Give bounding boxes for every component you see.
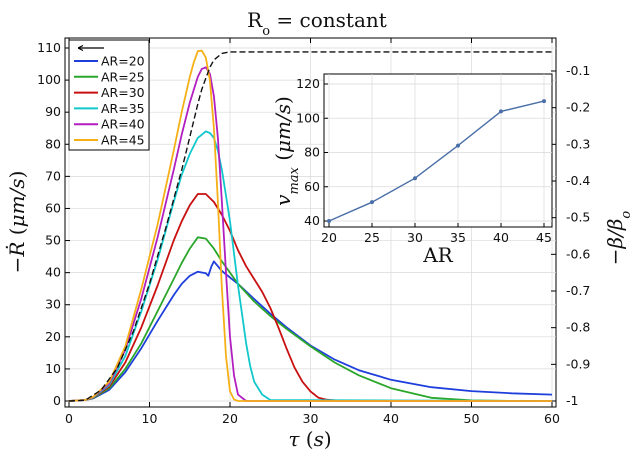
x-tick-label: 30 (303, 411, 319, 426)
inset-x-tick-label: 45 (536, 230, 552, 245)
inset-series (327, 99, 546, 223)
x-tick-label: 0 (65, 411, 73, 426)
inset-x-tick-label: 20 (321, 230, 337, 245)
x-tick-label: 40 (383, 411, 399, 426)
main-x-ticks: 0 10 20 30 40 50 60 (65, 38, 560, 426)
y-tick-label: 110 (37, 40, 61, 55)
y2-tick-label: -0.6 (566, 246, 590, 261)
y2-tick-label: -0.3 (566, 136, 590, 151)
x-axis-label: τ (s) (288, 427, 331, 451)
y-tick-label: 90 (45, 104, 61, 119)
legend-label: AR=30 (101, 85, 145, 100)
inset-y-tick-label: 100 (296, 110, 320, 125)
y2-tick-label: -0.2 (566, 100, 590, 115)
y-tick-label: 0 (53, 393, 61, 408)
y2-tick-label: -0.9 (566, 356, 590, 371)
x-tick-label: 10 (142, 411, 158, 426)
inset-data-point (370, 200, 374, 205)
inset-data-point (327, 219, 331, 223)
main-grid (65, 38, 556, 407)
y-tick-label: 60 (45, 200, 61, 215)
x-tick-label: 50 (464, 411, 480, 426)
inset-y-tick-label: 120 (296, 76, 320, 91)
y-tick-label: 70 (45, 168, 61, 183)
main-y2-ticks: -1 -0.9 -0.8 -0.7 -0.6 -0.5 -0.4 -0.3 -0.2 -0.1 (551, 63, 590, 408)
y2-tick-label: -0.4 (566, 173, 590, 188)
y2-tick-label: -0.8 (566, 320, 590, 335)
y-tick-label: 100 (37, 72, 61, 87)
legend-label: AR=45 (101, 133, 145, 148)
legend-label: AR=20 (101, 54, 145, 69)
series-line-ar30 (68, 193, 552, 402)
inset-y-tick-label: 60 (304, 179, 320, 194)
inset-data-point (456, 143, 460, 148)
legend-arrow-head (77, 44, 84, 52)
y-axis-label: −Ṙ (μm/s) (5, 171, 29, 274)
chart-title: Ro = constant (247, 8, 387, 39)
y-tick-label: 10 (45, 361, 61, 376)
y2-tick-label: -0.1 (566, 63, 590, 78)
legend-box (68, 39, 150, 151)
y2-tick-label: -0.7 (566, 283, 590, 298)
legend-label: AR=25 (101, 69, 145, 84)
y-tick-label: 80 (45, 136, 61, 151)
inset-grid (324, 74, 552, 227)
inset-x-tick-label: 35 (450, 230, 466, 245)
series-line-ar45 (68, 49, 552, 402)
inset-x-tick-label: 40 (493, 230, 509, 245)
y2-tick-label: -1 (566, 393, 578, 408)
inset-x-axis-label: AR (422, 243, 453, 267)
inset-data-point (542, 99, 546, 104)
y2-axis-label: −β/βo (603, 211, 634, 266)
y2-tick-label: -0.5 (566, 210, 590, 225)
legend-label: AR=35 (101, 101, 145, 116)
inset-series-line (328, 100, 545, 222)
y-tick-label: 40 (45, 265, 61, 280)
inset-y-axis-label: vmax (μm/s) (271, 96, 302, 206)
inset-y-ticks: 40 60 80 100 120 (296, 76, 328, 228)
legend-label: AR=40 (101, 117, 145, 132)
inset-y-tick-label: 40 (304, 213, 320, 228)
inset-data-point (499, 109, 503, 114)
x-tick-label: 20 (222, 411, 238, 426)
main-series (68, 49, 553, 402)
inset-x-tick-label: 25 (364, 230, 380, 245)
inset-chart: 20 25 30 35 40 45 40 60 80 100 120 AR vmax (μm/s) (271, 73, 553, 267)
series-line-ar20 (68, 260, 553, 402)
inset-x-ticks: 20 25 30 35 40 45 (321, 223, 552, 245)
series-line-ar25 (68, 236, 552, 402)
main-y-ticks: 0 10 20 30 40 50 60 70 80 90 100 110 (37, 40, 70, 408)
y-tick-label: 30 (45, 297, 61, 312)
inset-data-point (413, 176, 417, 181)
inset-frame (323, 73, 553, 228)
y-tick-label: 20 (45, 329, 61, 344)
inset-y-tick-label: 80 (304, 145, 320, 160)
y-tick-label: 50 (45, 233, 61, 248)
inset-x-tick-label: 30 (407, 230, 423, 245)
beta-dashed-line (68, 51, 552, 402)
x-tick-label: 60 (544, 411, 560, 426)
